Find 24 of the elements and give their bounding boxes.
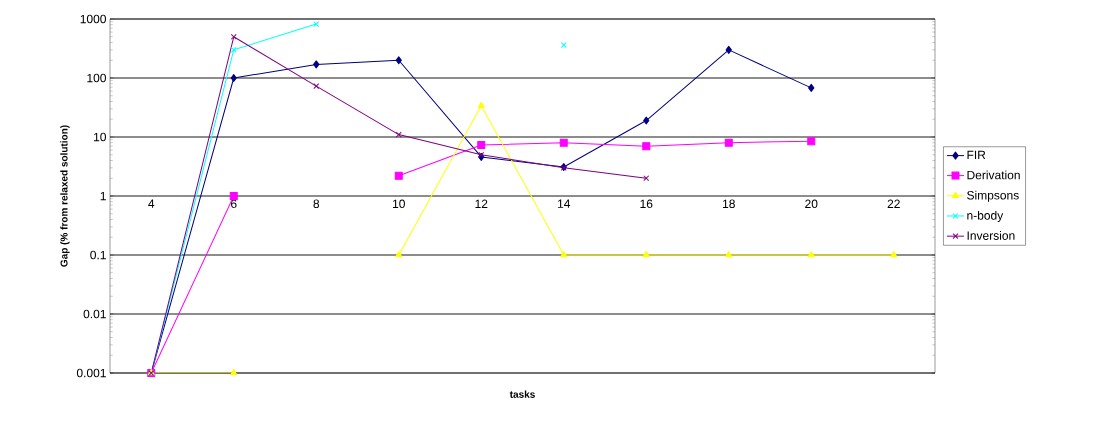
y-axis-title: Gap (% from relaxed solution)	[60, 125, 70, 267]
y-tick-label: 10	[94, 132, 106, 142]
y-tick-label: 1000	[80, 14, 106, 24]
legend-label: Inversion	[967, 231, 1015, 240]
x-tick-label: 16	[640, 199, 653, 209]
x-tick-label: 10	[392, 199, 405, 209]
y-tick-label: 100	[87, 73, 106, 83]
x-axis-title: tasks	[509, 390, 535, 398]
x-tick-label: 8	[313, 199, 320, 209]
x-tick-label: 22	[887, 199, 900, 208]
x-tick-label: 20	[805, 199, 818, 209]
x-tick-label: 12	[475, 199, 488, 208]
legend-label: n-body	[967, 210, 1004, 223]
legend-label: FIR	[967, 150, 986, 159]
y-tick-label: 1	[100, 191, 106, 201]
legend-label: Simpsons	[967, 190, 1019, 202]
y-tick-label: 0.1	[90, 250, 106, 260]
y-tick-label: 0.001	[76, 368, 106, 378]
x-tick-label: 6	[231, 199, 237, 209]
x-tick-label: 14	[557, 199, 571, 208]
legend-label: Derivation	[967, 170, 1020, 180]
x-tick-label: 18	[722, 199, 735, 209]
x-tick-label: 4	[148, 199, 155, 208]
y-tick-label: 0.01	[83, 309, 106, 319]
